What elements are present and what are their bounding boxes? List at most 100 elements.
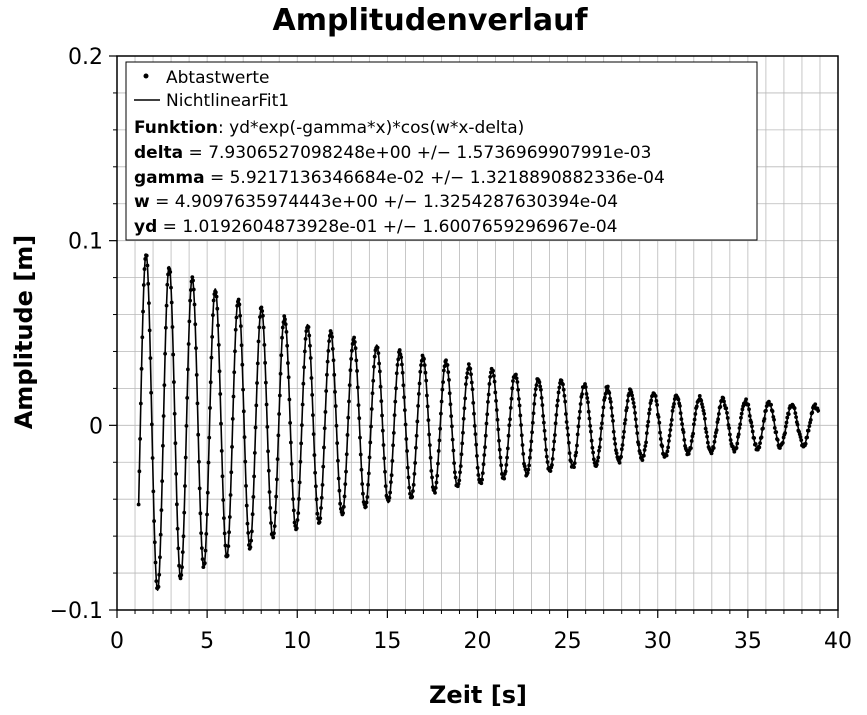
- data-point: [601, 405, 606, 410]
- param-equals: =: [155, 192, 169, 212]
- data-point: [425, 404, 430, 409]
- data-point: [327, 339, 331, 344]
- data-point: [278, 371, 283, 376]
- data-point: [633, 417, 638, 422]
- data-point: [191, 287, 196, 292]
- data-point: [718, 404, 723, 409]
- data-point: [394, 386, 398, 391]
- data-point: [306, 325, 311, 329]
- data-point: [561, 387, 566, 392]
- data-point: [156, 584, 161, 589]
- data-point: [609, 406, 614, 410]
- data-point: [226, 544, 231, 549]
- data-point: [166, 272, 170, 277]
- data-point: [230, 416, 235, 421]
- data-point: [572, 461, 577, 466]
- data-point: [296, 511, 301, 515]
- param-name: w: [134, 192, 150, 212]
- data-point: [413, 461, 418, 465]
- data-point: [178, 576, 183, 581]
- data-point: [793, 411, 798, 416]
- data-point: [348, 368, 353, 373]
- data-point: [150, 456, 155, 460]
- data-point: [492, 379, 497, 384]
- data-point: [376, 351, 381, 356]
- data-point: [530, 430, 534, 435]
- data-point: [330, 335, 334, 339]
- data-point: [505, 446, 510, 451]
- data-point: [313, 484, 318, 489]
- data-point: [161, 443, 165, 448]
- data-point: [205, 490, 210, 495]
- data-point: [244, 484, 248, 488]
- fit-line-nichtlinearfit1: [137, 253, 819, 592]
- data-point: [473, 432, 478, 436]
- data-point: [393, 399, 398, 404]
- data-point: [598, 437, 603, 442]
- data-point: [550, 457, 555, 461]
- legend-entry-abtastwerte: Abtastwerte: [166, 68, 270, 88]
- data-point: [737, 426, 742, 430]
- data-point: [249, 538, 254, 543]
- data-point: [258, 315, 262, 319]
- data-point: [728, 432, 732, 437]
- data-point: [190, 275, 195, 280]
- data-point: [670, 409, 675, 413]
- data-point: [660, 444, 665, 449]
- data-point: [803, 441, 808, 446]
- data-point: [619, 447, 624, 452]
- data-point: [692, 417, 697, 422]
- data-point: [543, 437, 548, 442]
- data-point: [682, 438, 687, 442]
- data-point: [307, 333, 312, 338]
- data-point: [227, 530, 231, 535]
- param-error: 1.5736969907991e-03: [456, 143, 651, 163]
- data-point: [655, 403, 659, 407]
- data-point: [502, 476, 507, 481]
- data-point: [363, 504, 368, 509]
- data-point: [322, 445, 326, 450]
- data-point: [623, 418, 628, 422]
- data-point: [585, 396, 590, 400]
- data-point: [372, 364, 376, 369]
- data-point: [508, 417, 512, 422]
- data-point: [273, 510, 278, 515]
- param-pm: +/−: [383, 217, 417, 237]
- data-point: [647, 411, 651, 416]
- data-point: [274, 477, 279, 482]
- data-point: [284, 330, 289, 334]
- legend-function-line: Funktion: yd*exp(-gamma*x)*cos(w*x-delta…: [134, 118, 524, 138]
- data-point: [236, 297, 241, 302]
- param-equals: =: [189, 143, 203, 163]
- data-point: [621, 435, 626, 440]
- data-point: [533, 387, 538, 392]
- data-point: [711, 446, 716, 450]
- data-point: [283, 322, 288, 327]
- data-point: [596, 455, 601, 460]
- data-point: [317, 520, 322, 525]
- data-point: [436, 461, 440, 466]
- data-point: [816, 408, 821, 413]
- data-point: [703, 416, 707, 421]
- data-point: [415, 419, 420, 424]
- data-point: [459, 452, 464, 457]
- data-point: [496, 427, 501, 432]
- data-point: [336, 476, 341, 481]
- data-point: [452, 470, 457, 475]
- data-point: [233, 327, 238, 332]
- data-point: [434, 480, 439, 485]
- data-point: [400, 362, 404, 367]
- legend-colon: :: [218, 118, 229, 138]
- data-point: [542, 428, 547, 433]
- data-point: [392, 413, 397, 418]
- data-point: [180, 565, 184, 570]
- data-point: [689, 446, 693, 450]
- data-point: [497, 438, 501, 443]
- data-point: [352, 340, 357, 344]
- data-point: [145, 263, 150, 268]
- data-point: [241, 409, 246, 414]
- data-point: [355, 385, 360, 390]
- data-point: [291, 497, 295, 502]
- data-point: [158, 532, 163, 537]
- data-point: [747, 407, 751, 412]
